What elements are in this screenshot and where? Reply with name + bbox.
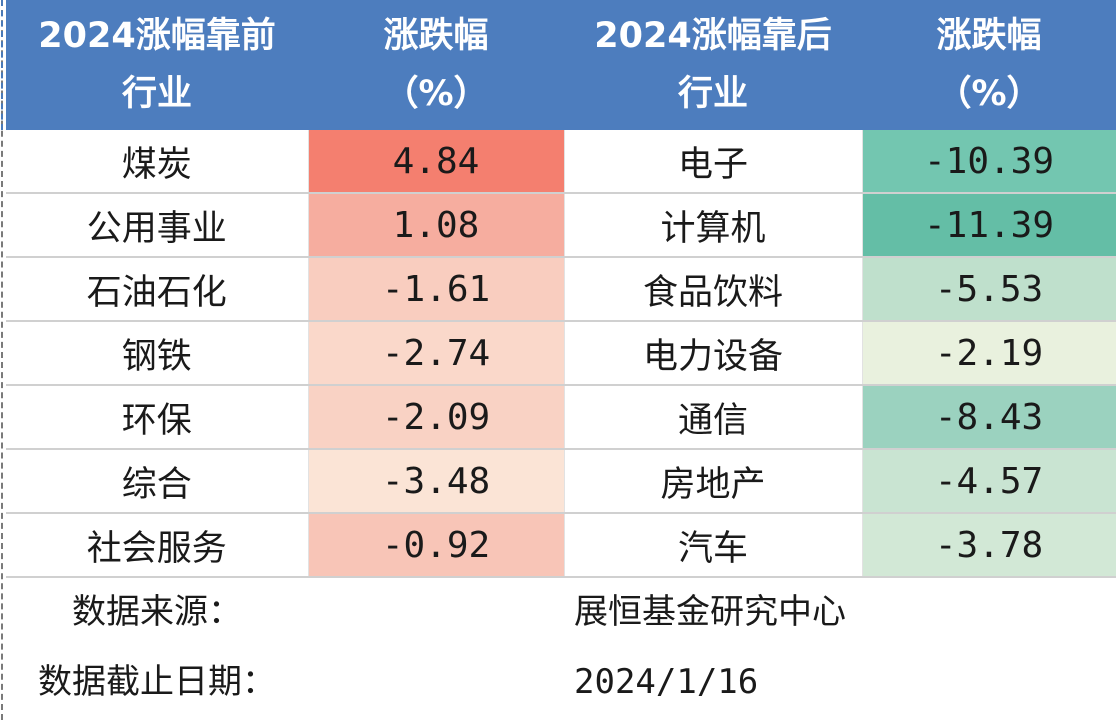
bottom-change-cell: -3.78 [862,513,1116,578]
bottom-industry-cell: 电子 [564,130,863,194]
header-top-change: 涨跌幅 （%） [308,0,564,130]
table-row: 综合 -3.48 房地产 -4.57 [6,449,1116,514]
top-industry-cell: 公用事业 [6,193,309,258]
table-row: 公用事业 1.08 计算机 -11.39 [6,193,1116,258]
top-change-cell: 4.84 [308,130,565,194]
header-row: 2024涨幅靠前 行业 涨跌幅 （%） 2024涨幅靠后 行业 涨跌幅 （%） [6,0,1116,130]
cutoff-date-label: 数据截止日期： [38,662,276,702]
bottom-industry-cell: 通信 [564,385,863,450]
top-industry-cell: 综合 [6,449,309,514]
table-row: 石油石化 -1.61 食品饮料 -5.53 [6,257,1116,322]
top-industry-cell: 环保 [6,385,309,450]
top-industry-cell: 石油石化 [6,257,309,322]
top-change-cell: -2.09 [308,385,565,450]
left-dashed-border [1,0,3,720]
table-row: 煤炭 4.84 电子 -10.39 [6,130,1116,194]
bottom-industry-cell: 食品饮料 [564,257,863,322]
top-industry-cell: 煤炭 [6,130,309,194]
source-label: 数据来源： [72,592,242,632]
industry-performance-table-frame: 2024涨幅靠前 行业 涨跌幅 （%） 2024涨幅靠后 行业 涨跌幅 （%） [6,0,1116,720]
table-footer: 数据来源： 展恒基金研究中心 数据截止日期： 2024/1/16 [6,578,1116,720]
header-top-industry: 2024涨幅靠前 行业 [6,0,308,130]
header-bottom-industry: 2024涨幅靠后 行业 [564,0,862,130]
table-row: 钢铁 -2.74 电力设备 -2.19 [6,321,1116,386]
bottom-industry-cell: 计算机 [564,193,863,258]
bottom-change-cell: -10.39 [862,130,1116,194]
bottom-change-cell: -4.57 [862,449,1116,514]
top-change-cell: -0.92 [308,513,565,578]
header-bottom-change: 涨跌幅 （%） [862,0,1116,130]
industry-performance-table: 2024涨幅靠前 行业 涨跌幅 （%） 2024涨幅靠后 行业 涨跌幅 （%） [6,0,1116,578]
bottom-change-cell: -5.53 [862,257,1116,322]
table-row: 社会服务 -0.92 汽车 -3.78 [6,513,1116,578]
source-value: 展恒基金研究中心 [574,592,846,632]
top-change-cell: 1.08 [308,193,565,258]
bottom-industry-cell: 房地产 [564,449,863,514]
left-dashed-border-header [1,0,3,130]
top-industry-cell: 社会服务 [6,513,309,578]
bottom-industry-cell: 电力设备 [564,321,863,386]
cutoff-date-value: 2024/1/16 [574,662,759,702]
bottom-change-cell: -2.19 [862,321,1116,386]
bottom-industry-cell: 汽车 [564,513,863,578]
top-change-cell: -2.74 [308,321,565,386]
top-change-cell: -3.48 [308,449,565,514]
top-industry-cell: 钢铁 [6,321,309,386]
bottom-change-cell: -8.43 [862,385,1116,450]
table-row: 环保 -2.09 通信 -8.43 [6,385,1116,450]
bottom-change-cell: -11.39 [862,193,1116,258]
top-change-cell: -1.61 [308,257,565,322]
